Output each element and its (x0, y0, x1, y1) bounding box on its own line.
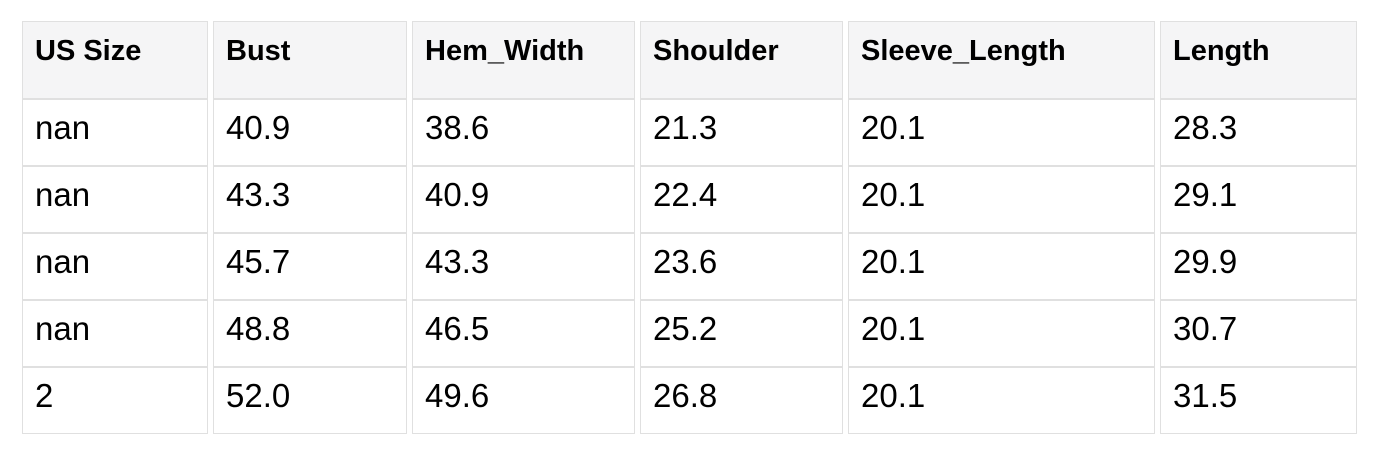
size-chart-table: US Size Bust Hem_Width Shoulder Sleeve_L… (17, 21, 1362, 434)
cell-us-size: nan (22, 300, 208, 367)
table-row: nan 48.8 46.5 25.2 20.1 30.7 (22, 300, 1357, 367)
cell-hem-width: 38.6 (412, 99, 635, 166)
cell-length: 28.3 (1160, 99, 1357, 166)
cell-us-size: 2 (22, 367, 208, 434)
header-row: US Size Bust Hem_Width Shoulder Sleeve_L… (22, 21, 1357, 99)
column-header-bust: Bust (213, 21, 407, 99)
cell-bust: 40.9 (213, 99, 407, 166)
cell-bust: 43.3 (213, 166, 407, 233)
cell-sleeve-length: 20.1 (848, 300, 1155, 367)
cell-shoulder: 26.8 (640, 367, 843, 434)
cell-bust: 45.7 (213, 233, 407, 300)
cell-length: 30.7 (1160, 300, 1357, 367)
cell-us-size: nan (22, 166, 208, 233)
column-header-shoulder: Shoulder (640, 21, 843, 99)
cell-hem-width: 46.5 (412, 300, 635, 367)
cell-sleeve-length: 20.1 (848, 166, 1155, 233)
column-header-hem-width: Hem_Width (412, 21, 635, 99)
cell-hem-width: 49.6 (412, 367, 635, 434)
cell-shoulder: 23.6 (640, 233, 843, 300)
cell-us-size: nan (22, 99, 208, 166)
cell-bust: 52.0 (213, 367, 407, 434)
cell-hem-width: 43.3 (412, 233, 635, 300)
table-row: 2 52.0 49.6 26.8 20.1 31.5 (22, 367, 1357, 434)
cell-us-size: nan (22, 233, 208, 300)
cell-bust: 48.8 (213, 300, 407, 367)
column-header-us-size: US Size (22, 21, 208, 99)
cell-shoulder: 25.2 (640, 300, 843, 367)
table-row: nan 40.9 38.6 21.3 20.1 28.3 (22, 99, 1357, 166)
cell-sleeve-length: 20.1 (848, 367, 1155, 434)
cell-length: 29.1 (1160, 166, 1357, 233)
column-header-length: Length (1160, 21, 1357, 99)
cell-shoulder: 22.4 (640, 166, 843, 233)
cell-sleeve-length: 20.1 (848, 233, 1155, 300)
table-row: nan 43.3 40.9 22.4 20.1 29.1 (22, 166, 1357, 233)
column-header-sleeve-length: Sleeve_Length (848, 21, 1155, 99)
cell-length: 31.5 (1160, 367, 1357, 434)
cell-hem-width: 40.9 (412, 166, 635, 233)
table-row: nan 45.7 43.3 23.6 20.1 29.9 (22, 233, 1357, 300)
cell-sleeve-length: 20.1 (848, 99, 1155, 166)
cell-length: 29.9 (1160, 233, 1357, 300)
cell-shoulder: 21.3 (640, 99, 843, 166)
